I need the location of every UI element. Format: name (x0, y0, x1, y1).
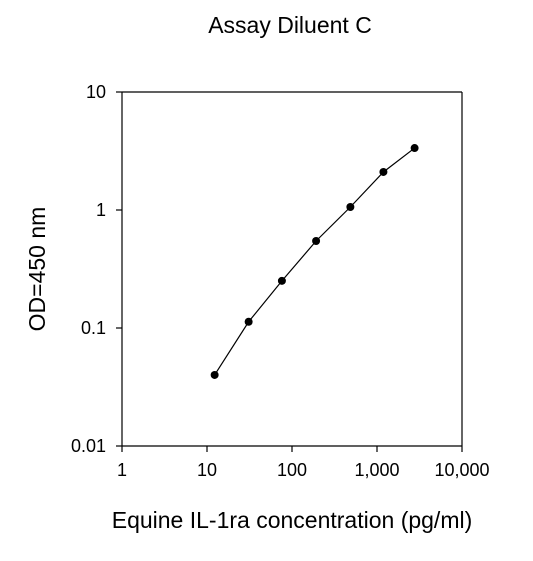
x-tick-label: 1,000 (354, 460, 399, 480)
x-axis-label: Equine IL-1ra concentration (pg/ml) (112, 507, 473, 533)
plot-frame (121, 91, 463, 447)
data-point (244, 317, 253, 326)
y-tick-label: 1 (96, 200, 106, 220)
data-point (346, 203, 355, 212)
data-point (312, 237, 321, 246)
data-point (379, 167, 388, 176)
chart-title: Assay Diluent C (208, 12, 372, 38)
x-tick-label: 10 (197, 460, 217, 480)
y-tick-label: 10 (86, 82, 106, 102)
data-point (410, 144, 419, 153)
data-point (277, 276, 286, 285)
axis-ticks: 1 10 100 1,000 10,000 0.01 0.1 1 10 (71, 82, 490, 480)
data-point (210, 370, 219, 379)
data-series-layer (210, 144, 419, 379)
y-axis-label: OD=450 nm (24, 207, 50, 332)
series-line (214, 147, 415, 376)
x-tick-label: 1 (117, 460, 127, 480)
x-tick-label: 10,000 (434, 460, 489, 480)
y-tick-label: 0.1 (81, 318, 106, 338)
x-tick-label: 100 (277, 460, 307, 480)
y-tick-label: 0.01 (71, 436, 106, 456)
